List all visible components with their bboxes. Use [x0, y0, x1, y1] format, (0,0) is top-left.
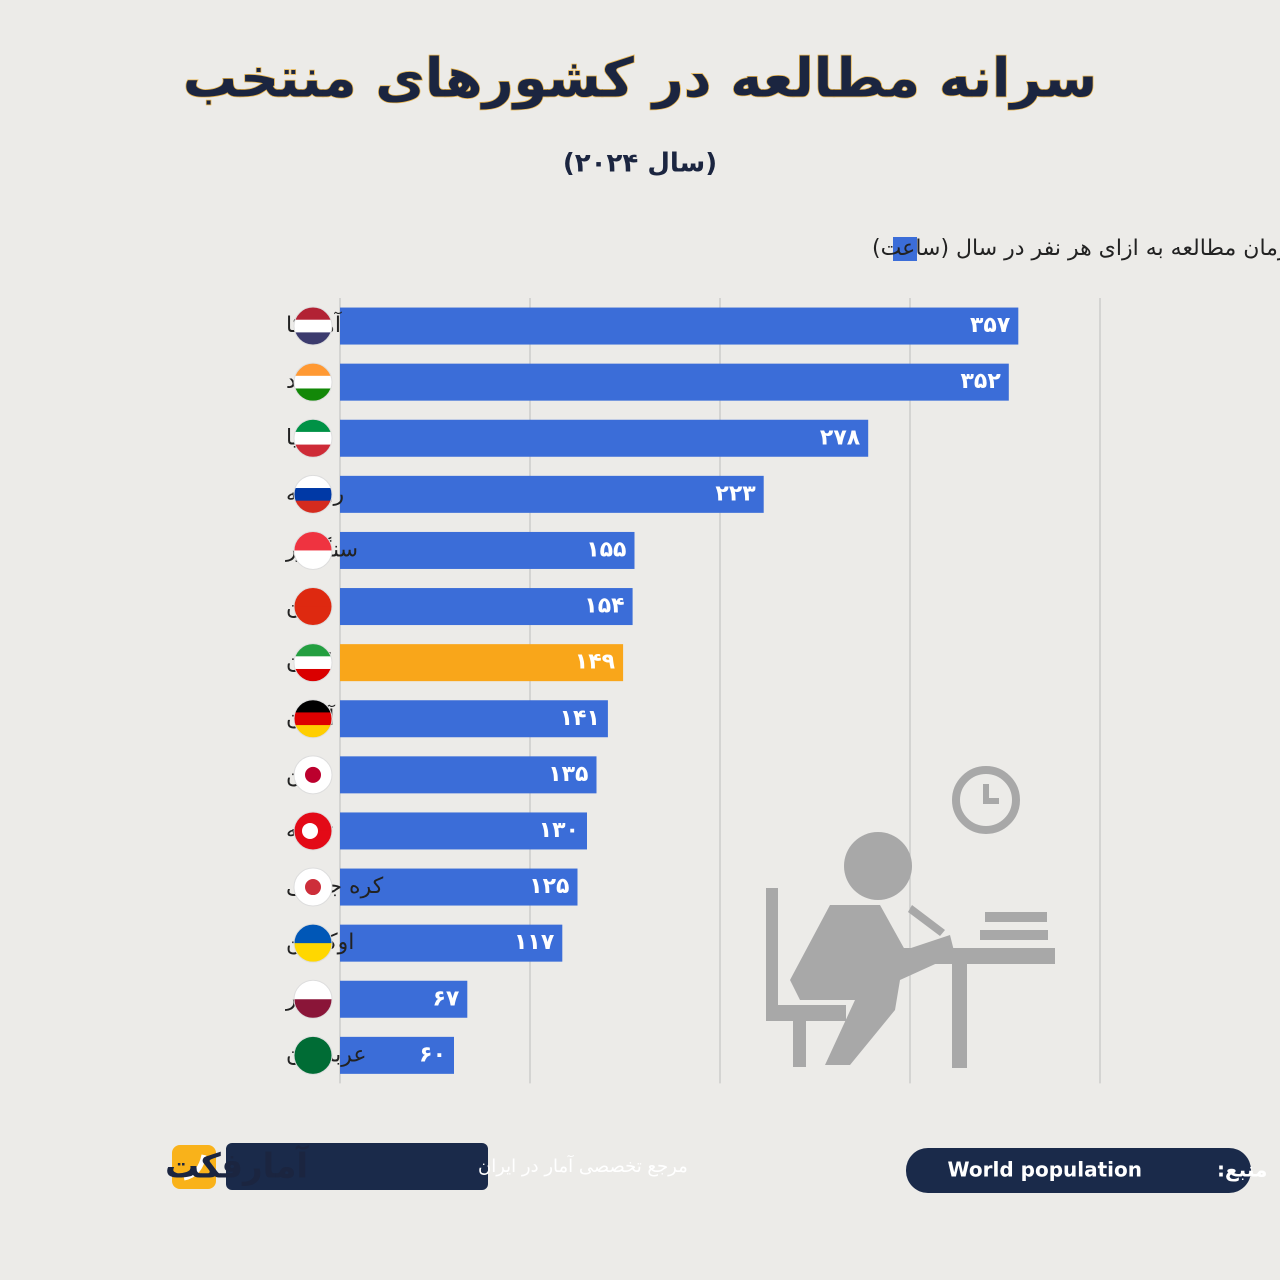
flag-ring: [293, 1035, 333, 1075]
flag-stripe: [294, 755, 332, 776]
logo: آمارفکت: [165, 1145, 309, 1187]
flag-stripe: [294, 444, 332, 458]
bar: [340, 1036, 454, 1074]
flag-dot: [305, 766, 321, 783]
flag-stripe: [294, 712, 332, 726]
flag-stripe: [294, 1055, 332, 1075]
value-label: ۱۴۱: [560, 706, 600, 731]
chart-title: سرانه مطالعه در کشورهای منتخب: [183, 47, 1097, 110]
flag-stripe: [294, 531, 332, 551]
flag-stripe: [294, 488, 332, 502]
flag-ring: [293, 811, 333, 851]
bar: [340, 700, 608, 738]
flag-stripe: [294, 999, 332, 1019]
flag-stripe: [294, 475, 332, 489]
legend-label: زمان مطالعه به ازای هر نفر در سال (ساعت): [872, 236, 1280, 261]
flag-stripe: [294, 550, 332, 570]
flag-ring: [293, 979, 333, 1019]
flag-dot: [305, 879, 321, 896]
legend-swatch: [893, 237, 917, 261]
flag-stripe: [294, 656, 332, 670]
value-label: ۱۲۵: [529, 874, 569, 899]
flag-ring: [293, 530, 333, 570]
flag-stripe: [294, 668, 332, 682]
bar: [340, 924, 563, 962]
bar: [340, 588, 633, 626]
flag-stripe: [294, 431, 332, 446]
flag-ring: [293, 474, 333, 514]
flag-stripe: [294, 774, 332, 794]
value-label: ۱۳۵: [548, 762, 588, 787]
bar: [340, 363, 1009, 401]
value-label: ۳۵۲: [961, 369, 1002, 394]
flag-ring: [293, 643, 333, 683]
flag-dot: [302, 822, 318, 839]
value-label: ۳۵۷: [970, 313, 1011, 338]
flag-stripe: [294, 1036, 332, 1056]
flag-stripe: [294, 643, 332, 657]
value-label: ۱۵۴: [584, 594, 624, 619]
value-label: ۱۳۰: [539, 818, 579, 843]
bar: [340, 531, 635, 569]
flag-ring: [293, 306, 333, 346]
illustration: [766, 766, 1055, 1068]
value-label: ۶۰: [419, 1042, 446, 1067]
bar: [340, 812, 587, 850]
flag-ring: [293, 867, 333, 907]
bar: [340, 756, 597, 794]
flag-ring: [293, 923, 333, 963]
flag-ring: [293, 587, 333, 627]
flag-stripe: [294, 388, 332, 402]
flag-stripe: [294, 319, 332, 333]
bar: [340, 475, 764, 513]
flag-stripe: [294, 868, 332, 888]
flag-stripe: [294, 980, 332, 1000]
bar: [340, 644, 624, 682]
flag-stripe: [294, 725, 332, 738]
flag-ring: [293, 755, 333, 795]
tagline-pill: [226, 1143, 488, 1190]
logo-mark: [183, 1154, 207, 1181]
source-label: منبع:: [1217, 1158, 1267, 1182]
bar: [340, 307, 1019, 345]
value-label: ۱۵۵: [586, 537, 626, 562]
flag-stripe: [294, 924, 332, 944]
flag-stripe: [294, 587, 332, 608]
flag-ring: [293, 418, 333, 458]
source-pill: [906, 1148, 1251, 1193]
bar: [340, 980, 468, 1018]
bar: [340, 419, 869, 457]
bars: ۳۵۷آمریکا۳۵۲هند۲۷۸ایتالیا۲۲۳روسیه۱۵۵سنگا…: [285, 306, 1019, 1075]
source: World population: [948, 1158, 1142, 1182]
flag-stripe: [294, 606, 332, 626]
flag-stripe: [294, 830, 332, 850]
value-label: ۱۱۷: [514, 930, 555, 955]
value-label: ۲۷۸: [820, 425, 861, 450]
value-label: ۶۷: [432, 986, 459, 1011]
chart-subtitle: (سال ۲۰۲۴): [563, 149, 717, 179]
flag-stripe: [294, 887, 332, 907]
flag-stripe: [294, 500, 332, 514]
flag-ring: [293, 699, 333, 739]
flag-stripe: [294, 307, 332, 321]
flag-stripe: [294, 375, 332, 389]
flag-stripe: [294, 419, 332, 433]
flag-stripe: [294, 699, 332, 713]
tagline: مرجع تخصصی آمار در ایران: [478, 1154, 688, 1177]
flag-stripe: [294, 332, 332, 346]
value-label: ۱۴۹: [575, 650, 615, 675]
value-label: ۲۲۳: [715, 481, 756, 506]
bar: [340, 868, 578, 906]
flag-stripe: [294, 363, 332, 377]
flag-ring: [293, 362, 333, 402]
flag-stripe: [294, 943, 332, 963]
